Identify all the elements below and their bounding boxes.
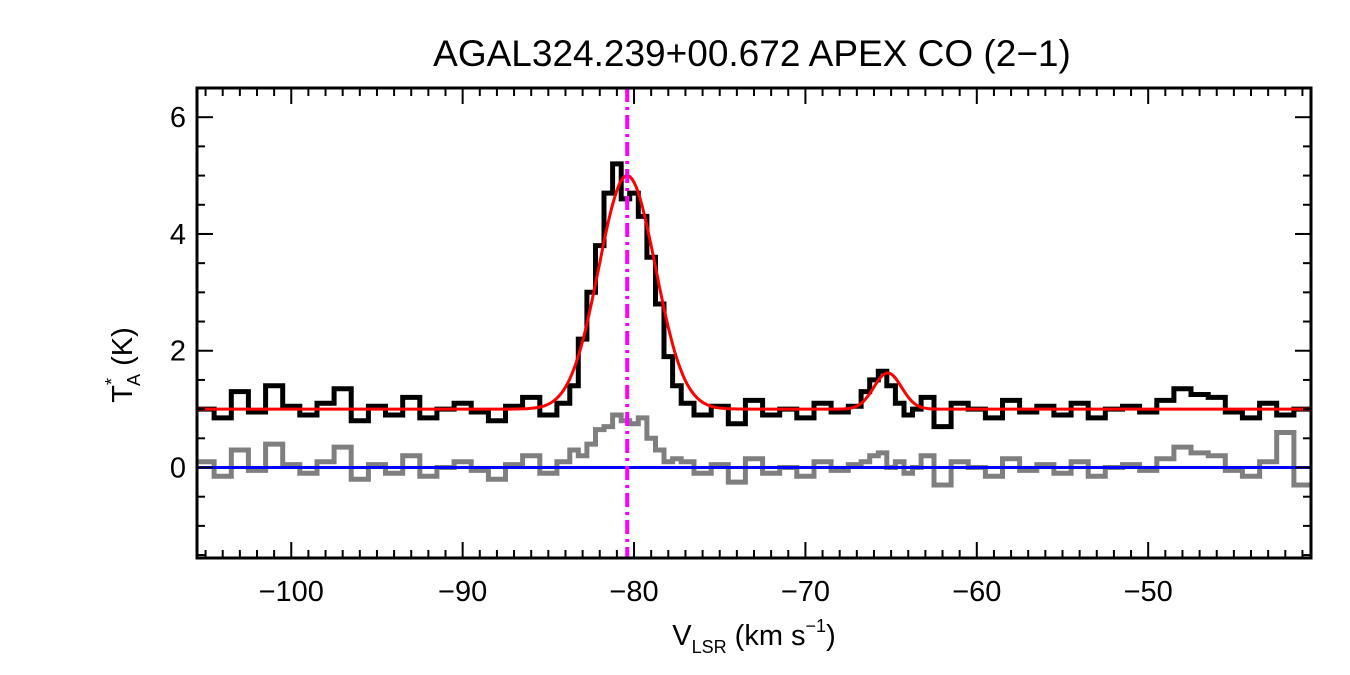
x-tick-label: −80 [609,576,658,608]
y-tick-label: 2 [170,336,186,368]
x-tick-label: −50 [1124,576,1173,608]
x-axis-label: VLSR (km s−1) [672,616,836,657]
y-tick-label: 0 [170,453,186,485]
y-axis-label-main: T [107,385,139,403]
series-residual-histogram [197,412,1311,488]
x-axis-label-main: V [672,620,692,652]
y-axis-label-sub: A [124,374,144,386]
x-axis-label-rest: (km s [727,620,806,652]
y-axis-label: T* A (K) [102,327,144,402]
plot-area [195,86,1313,560]
series-gaussian-fit [197,174,1311,411]
x-tick-label: −90 [438,576,487,608]
series-layer [197,88,1311,558]
x-tick-label: −100 [259,576,324,608]
x-axis-label-end: ) [826,620,836,652]
ticks-layer [197,87,1311,558]
chart-title: AGAL324.239+00.672 APEX CO (2−1) [433,33,1071,74]
x-tick-label: −70 [781,576,830,608]
y-axis-label-sup: * [102,378,122,385]
y-axis-label-rest: (K) [107,327,139,374]
x-tick-labels: −100 −90 −80 −70 −60 −50 [259,576,1173,608]
x-tick-label: −60 [952,576,1001,608]
x-axis-label-sup: −1 [806,616,827,636]
series-spectrum-histogram [197,161,1311,430]
y-tick-label: 4 [170,219,186,251]
y-axis-label-group: T* A (K) [102,327,144,402]
y-tick-label: 6 [170,102,186,134]
plot-frame [195,86,1313,560]
x-axis-label-sub: LSR [692,637,727,657]
y-tick-labels: 0 2 4 6 [170,102,186,484]
